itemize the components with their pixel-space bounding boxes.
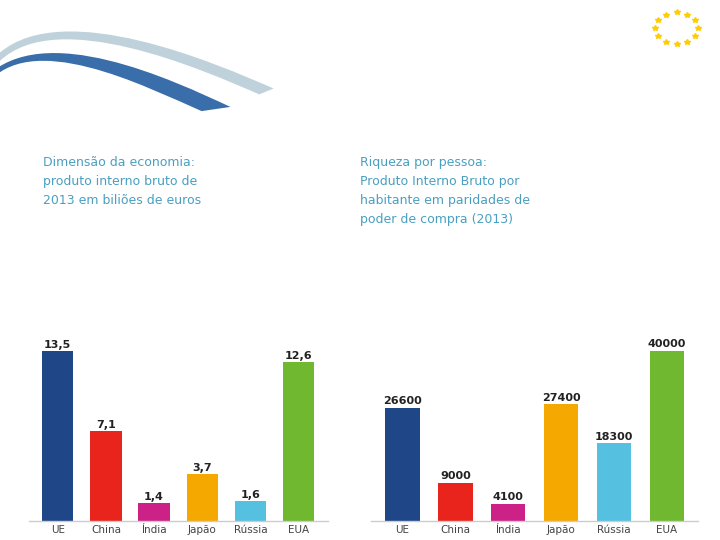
Text: 1,6: 1,6 <box>240 490 261 500</box>
Text: 3,7: 3,7 <box>192 463 212 474</box>
Text: 9000: 9000 <box>440 471 471 482</box>
Bar <box>235 501 266 521</box>
PathPatch shape <box>0 53 230 111</box>
Text: Riqueza da UE comparada como resto do mundo: Riqueza da UE comparada como resto do mu… <box>22 19 533 38</box>
Text: Riqueza por pessoa:
Produto Interno Bruto por
habitante em paridades de
poder de: Riqueza por pessoa: Produto Interno Brut… <box>360 157 530 226</box>
Bar <box>283 362 315 521</box>
PathPatch shape <box>0 31 274 94</box>
Text: 7,1: 7,1 <box>96 421 116 430</box>
Bar <box>138 503 170 521</box>
Text: 18300: 18300 <box>595 432 633 442</box>
Bar <box>90 431 122 521</box>
Text: 1,4: 1,4 <box>144 492 164 502</box>
Text: 4100: 4100 <box>492 492 523 502</box>
Text: 40000: 40000 <box>647 340 686 349</box>
Bar <box>438 483 472 521</box>
Bar <box>186 475 218 521</box>
Bar <box>491 504 526 521</box>
Bar <box>544 404 578 521</box>
Text: 26600: 26600 <box>383 396 422 407</box>
Bar <box>649 350 684 521</box>
Text: Dimensão da economia:
produto interno bruto de
2013 em biliões de euros: Dimensão da economia: produto interno br… <box>43 157 202 207</box>
Bar <box>597 443 631 521</box>
Bar <box>42 350 73 521</box>
Text: 12,6: 12,6 <box>285 351 312 361</box>
Bar <box>385 408 420 521</box>
Text: 13,5: 13,5 <box>44 340 71 350</box>
Text: 27400: 27400 <box>541 393 580 403</box>
